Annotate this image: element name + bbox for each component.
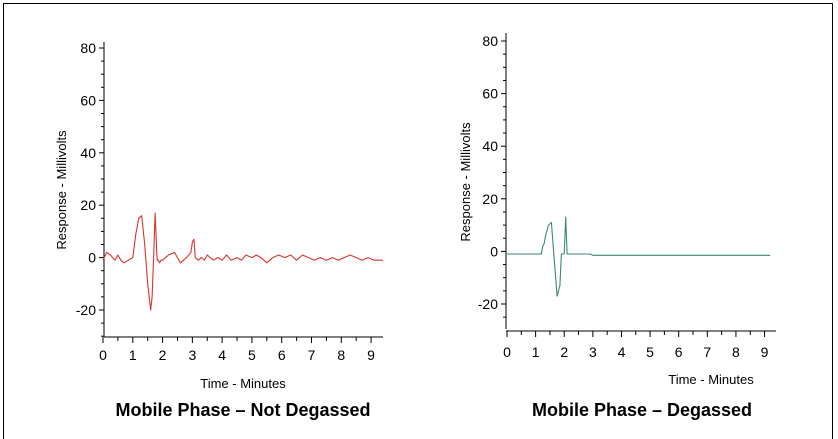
x-tick-label: 4 (218, 347, 226, 363)
y-tick-label: 40 (80, 145, 96, 161)
x-tick-label: 9 (367, 347, 375, 363)
figure-frame (3, 3, 833, 439)
x-tick-label: 0 (99, 347, 107, 363)
y-tick-label: 40 (482, 138, 498, 154)
x-tick-label: 5 (248, 347, 256, 363)
y-tick-label: 0 (490, 243, 498, 259)
x-tick-label: 7 (703, 344, 711, 360)
y-tick-label: 60 (482, 86, 498, 102)
y-tick-label: 20 (482, 191, 498, 207)
x-tick-label: 8 (732, 344, 740, 360)
x-tick-label: 3 (188, 347, 196, 363)
chart-caption: Mobile Phase – Degassed (532, 400, 752, 420)
series-line (507, 216, 771, 297)
series-line (102, 212, 383, 311)
y-axis-title: Response - Millivolts (458, 122, 473, 242)
x-tick-label: 3 (589, 344, 597, 360)
chart-panel-1: -20 0 20 40 60 80 0 1 2 3 4 5 6 7 8 9 Time - Minutes Resp… (54, 40, 383, 420)
x-tick-label: 6 (675, 344, 683, 360)
y-tick-label: -20 (76, 302, 96, 318)
x-axis-title: Time - Minutes (200, 376, 286, 391)
x-tick-label: 1 (129, 347, 137, 363)
x-tick-label: 9 (761, 344, 769, 360)
chart-panel-2: -20 0 20 40 60 80 0 1 2 3 4 5 6 7 8 9 Time - Minutes Resp… (458, 33, 776, 420)
x-tick-label: 7 (308, 347, 316, 363)
y-tick-label: 20 (80, 197, 96, 213)
x-tick-label: 2 (159, 347, 167, 363)
y-tick-label: 80 (80, 40, 96, 56)
x-tick-label: 6 (278, 347, 286, 363)
y-tick-label: 0 (88, 250, 96, 266)
x-tick-label: 4 (618, 344, 626, 360)
y-tick-label: 60 (80, 92, 96, 108)
y-axis-title: Response - Millivolts (54, 130, 69, 250)
x-tick-label: 8 (337, 347, 345, 363)
x-tick-label: 0 (503, 344, 511, 360)
y-tick-label: 80 (482, 33, 498, 49)
y-tick-label: -20 (478, 296, 498, 312)
x-tick-label: 2 (560, 344, 568, 360)
x-axis-title: Time - Minutes (668, 372, 754, 387)
x-tick-label: 5 (646, 344, 654, 360)
chart-caption: Mobile Phase – Not Degassed (115, 400, 370, 420)
x-tick-label: 1 (532, 344, 540, 360)
